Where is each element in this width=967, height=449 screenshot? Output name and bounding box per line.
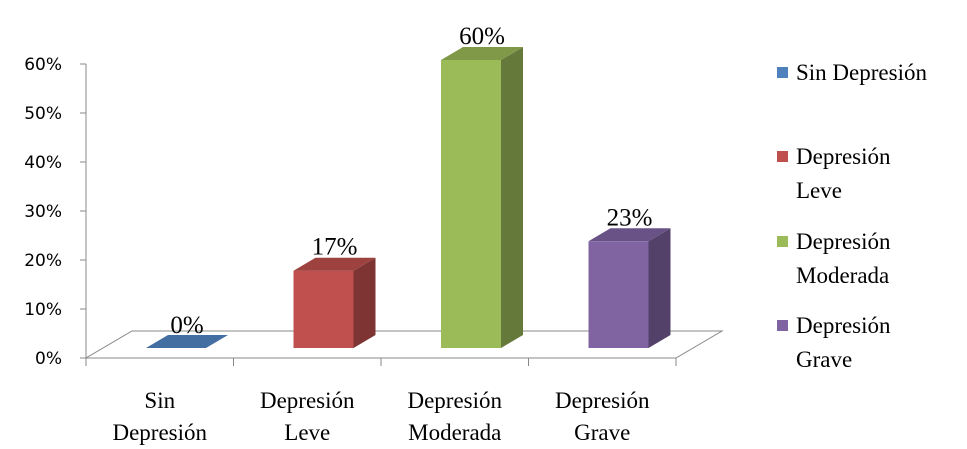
bars: 0% 17% 60% 23% <box>146 23 671 348</box>
x-axis: Sin Depresión Depresión Leve Depresión Modera… <box>85 358 677 445</box>
bar-front <box>293 270 354 348</box>
y-tick-label: 0% <box>35 349 62 369</box>
bar-top <box>293 257 376 271</box>
legend-label: Depresión Leve <box>796 144 891 203</box>
bar-top <box>441 47 523 60</box>
legend-label: Depresión Grave <box>796 313 891 372</box>
bar-side <box>648 228 671 348</box>
legend-swatch <box>777 151 788 162</box>
floor-plane <box>84 330 724 359</box>
data-label: 60% <box>459 23 505 50</box>
bar-side <box>353 257 376 348</box>
legend-swatch <box>777 67 788 78</box>
y-tick-label: 10% <box>24 300 62 320</box>
legend-swatch <box>777 236 788 247</box>
bar-front <box>588 241 649 348</box>
x-category-label: Depresión Grave <box>555 388 650 445</box>
x-category-label: Depresión Moderada <box>407 388 502 445</box>
chart-floor <box>84 330 724 359</box>
legend-swatch <box>777 320 788 331</box>
legend: Sin Depresión Depresión Leve Depresión Moder… <box>777 60 927 372</box>
y-axis: 0% 10% 20% 30% 40% 50% 60% <box>24 55 87 369</box>
y-tick-label: 60% <box>24 55 62 75</box>
data-label: 0% <box>170 312 203 339</box>
bar-top <box>588 228 671 242</box>
data-label: 23% <box>607 204 653 231</box>
y-tick-label: 20% <box>24 251 62 271</box>
bar-front <box>441 60 501 348</box>
x-category-label: Depresión Leve <box>260 388 355 445</box>
legend-label: Depresión Moderada <box>796 229 891 288</box>
bar-2: 60% <box>441 23 523 348</box>
bar-0: 0% <box>146 312 228 348</box>
bar-top <box>146 335 228 348</box>
y-tick-label: 40% <box>24 153 62 173</box>
y-tick-label: 50% <box>24 104 62 124</box>
data-label: 17% <box>312 234 358 261</box>
bar-3: 23% <box>588 204 671 348</box>
legend-label: Sin Depresión <box>796 60 927 85</box>
y-tick-label: 30% <box>24 202 62 222</box>
bar-1: 17% <box>293 234 376 348</box>
x-category-label: Sin Depresión <box>112 388 207 445</box>
bar-side <box>501 47 523 348</box>
